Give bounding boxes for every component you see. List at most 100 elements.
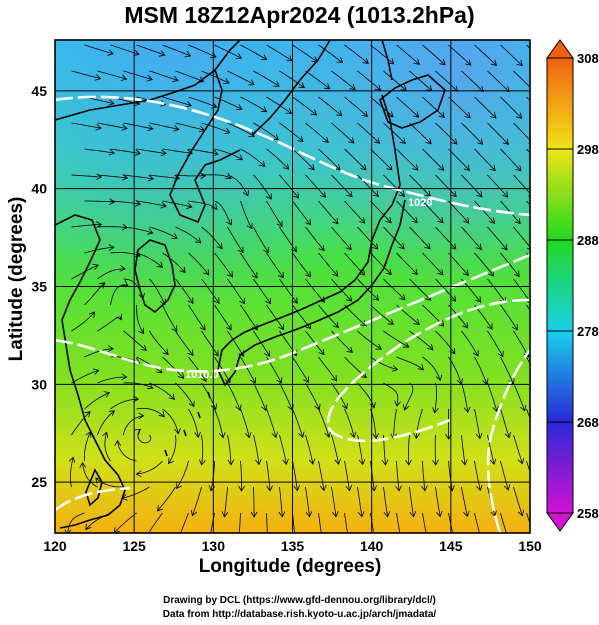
streamline [253, 330, 271, 357]
streamline [266, 460, 271, 491]
streamline [409, 174, 431, 197]
streamline [97, 376, 127, 384]
streamline-arrow [515, 112, 523, 119]
streamline [136, 252, 163, 268]
streamline [266, 304, 285, 330]
streamline-arrow [450, 190, 457, 198]
isobar-label-1020: 1020 [408, 197, 432, 209]
streamline [224, 486, 228, 517]
streamline-arrow [272, 134, 280, 141]
streamline-arrow [375, 343, 383, 350]
streamline [370, 148, 393, 171]
lon-tick-label: 130 [202, 538, 226, 554]
streamline-arrow [345, 485, 353, 492]
streamline [513, 434, 523, 464]
streamline-arrow [437, 217, 444, 224]
streamline-arrow [160, 201, 167, 209]
streamline-arrow [502, 191, 509, 198]
streamline [97, 70, 127, 80]
streamline-arrow [412, 111, 420, 118]
streamline [136, 407, 165, 418]
streamline-arrow [134, 149, 141, 156]
streamline-arrow [432, 459, 439, 466]
streamline-arrow [278, 511, 286, 518]
streamline-arrow [248, 79, 255, 86]
streamline-arrow [341, 402, 348, 410]
streamline-arrow [319, 484, 327, 492]
streamline [123, 70, 153, 81]
streamline [383, 70, 407, 91]
streamline-arrow [411, 268, 418, 276]
streamline-arrow [463, 406, 471, 414]
streamline-arrow [331, 511, 339, 518]
streamline [409, 486, 414, 517]
streamline [331, 486, 337, 517]
streamline-arrow [360, 371, 367, 379]
streamline-arrow [187, 297, 194, 305]
streamline [292, 252, 311, 278]
streamline [84, 392, 110, 410]
streamline [409, 226, 431, 250]
streamline-arrow [250, 511, 258, 518]
streamline-arrow [200, 375, 207, 382]
streamline-arrow [108, 99, 115, 106]
streamline [305, 278, 325, 303]
streamline [253, 486, 255, 517]
streamline [180, 512, 189, 533]
streamline [513, 382, 526, 411]
streamline [292, 460, 298, 491]
streamline-arrow [517, 509, 525, 517]
isobar-label-1010: 1010.0 [185, 369, 219, 381]
streamline-arrow [421, 485, 428, 492]
streamline [409, 278, 431, 301]
streamline-arrow [156, 261, 164, 269]
streamline [253, 226, 269, 254]
streamline [500, 304, 518, 331]
streamline-arrow [448, 485, 455, 492]
streamline-arrow [437, 320, 445, 327]
streamline [136, 148, 167, 154]
streamline [344, 460, 350, 491]
streamline-arrow [88, 311, 95, 318]
streamline [318, 148, 341, 171]
streamline-arrow [158, 50, 166, 57]
streamline [188, 96, 217, 108]
streamline-arrow [450, 295, 457, 302]
streamline-arrow [64, 529, 72, 533]
wind-streamlines [64, 44, 530, 533]
streamline [137, 429, 152, 444]
streamline-arrow [223, 77, 230, 84]
streamline [409, 122, 432, 145]
streamline-arrow [121, 280, 129, 286]
streamline-arrow [133, 49, 140, 57]
coastline-asia [55, 40, 241, 224]
streamline-arrow [147, 228, 154, 235]
streamline [318, 96, 343, 117]
streamline-arrow [174, 428, 181, 435]
streamline [71, 224, 102, 228]
lon-tick-label: 145 [439, 538, 463, 554]
colorbar-top-triangle [546, 39, 574, 59]
streamline [148, 512, 163, 533]
streamline [435, 70, 458, 92]
streamline [396, 200, 418, 223]
streamline-arrow [336, 110, 343, 117]
colorbar-bottom-triangle [546, 512, 574, 532]
streamline-arrow [133, 99, 141, 107]
streamline [279, 174, 300, 199]
streamline-arrow [94, 74, 102, 81]
streamline-arrow [504, 431, 511, 439]
streamline-arrow [314, 403, 321, 411]
streamline-arrow [502, 138, 510, 146]
streamline [422, 200, 444, 224]
streamline [84, 247, 114, 254]
streamline-arrow [176, 482, 183, 490]
streamline-arrow [212, 350, 219, 357]
streamline-arrow [360, 164, 367, 171]
streamline [370, 356, 398, 370]
colorbar-tick-label: 258 [577, 506, 599, 521]
streamline [383, 122, 406, 144]
streamline [435, 278, 457, 302]
streamline [123, 415, 144, 436]
streamline-arrow [245, 431, 252, 439]
